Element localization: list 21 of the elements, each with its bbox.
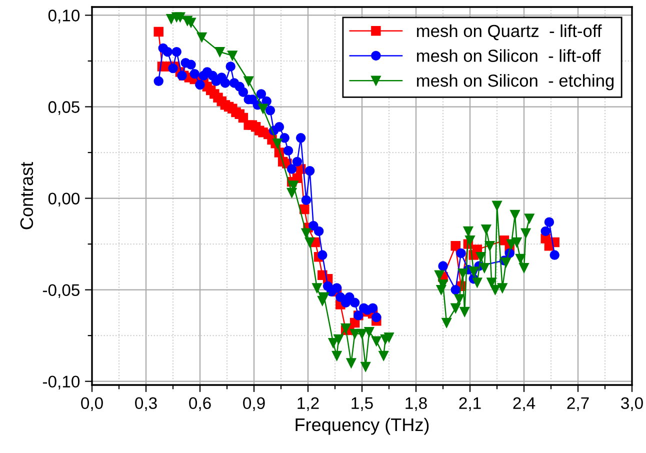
y-axis-title: Contrast	[20, 162, 34, 230]
x-tick-label: 3,0	[621, 397, 643, 412]
x-tick-label: 2,7	[567, 397, 589, 412]
y-tick-label: 0,10	[48, 10, 80, 24]
x-tick-label: 0,6	[189, 397, 211, 412]
legend-label: mesh on Quartz - lift-off	[417, 24, 602, 40]
x-tick-label: 1,5	[352, 397, 373, 412]
x-tick-label: 2,1	[459, 397, 481, 412]
x-tick-label: 0,9	[243, 397, 265, 412]
x-axis-title: Frequency (THz)	[296, 418, 429, 435]
y-tick-label: 0,05	[48, 101, 80, 115]
legend-label: mesh on Silicon - lift-off	[417, 49, 601, 62]
x-tick-label: 1,2	[298, 397, 319, 412]
y-tick-label: 0,00	[48, 192, 80, 206]
x-tick-label: 0,0	[81, 397, 103, 412]
x-tick-label: 0,3	[135, 397, 157, 412]
legend-label: mesh on Silicon - etching	[417, 74, 614, 90]
x-tick-label: 1,8	[406, 397, 427, 412]
y-tick-label: -0,10	[42, 376, 80, 390]
y-tick-label: -0,05	[42, 284, 80, 298]
x-tick-label: 2,4	[513, 397, 536, 412]
